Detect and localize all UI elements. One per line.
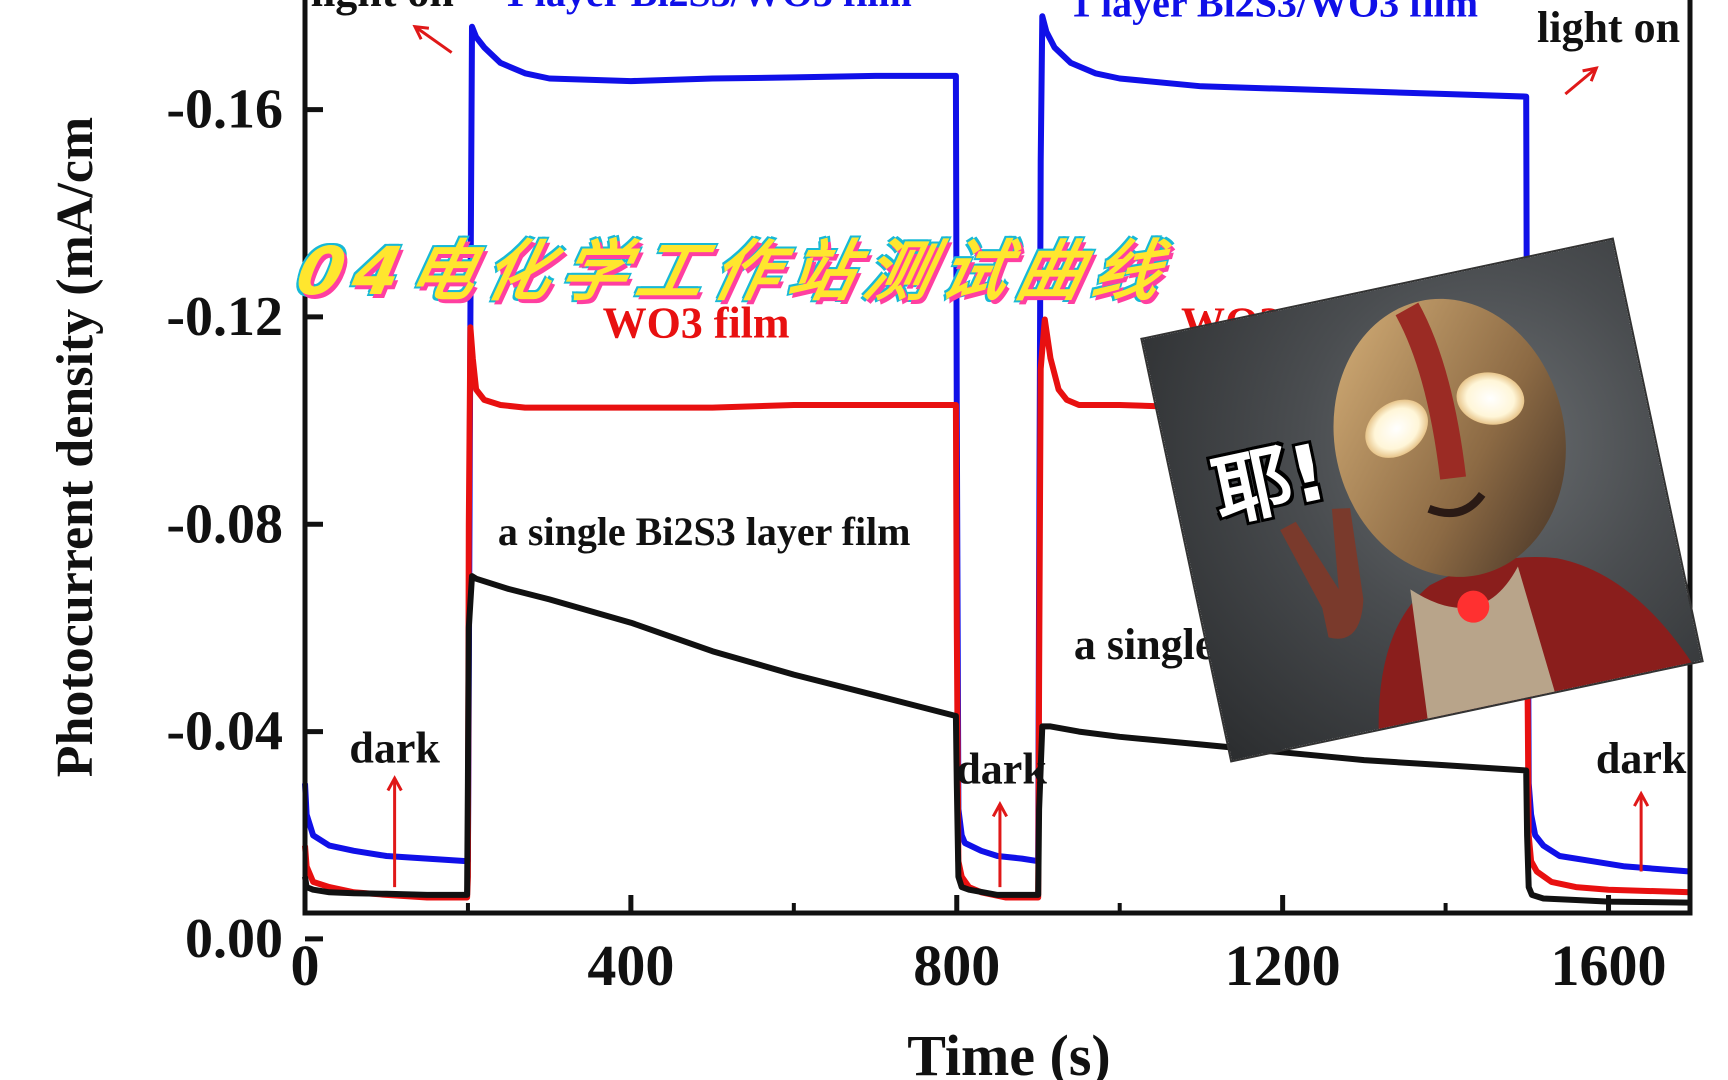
ultraman-icon	[1280, 298, 1692, 730]
annotations: light on light on 1 layer Bi2S3/WO3 film 1 …	[311, 0, 1687, 888]
x-tick-label: 0	[291, 933, 320, 998]
video-overlay-title: 04电化学工作站测试曲线	[290, 233, 1179, 310]
y-tick-label: -0.04	[166, 701, 283, 763]
axis-frame	[302, 0, 1693, 916]
x-tick-label: 800	[913, 933, 1000, 998]
chart-annotation: dark	[349, 724, 440, 773]
chart-annotation: 1 layer Bi2S3/WO3 film	[1071, 0, 1478, 25]
annotation-arrow	[1564, 66, 1599, 96]
ultraman-sticker: 耶!	[1142, 239, 1702, 761]
annotation-arrow	[1633, 790, 1650, 872]
chart-annotation: dark	[956, 744, 1047, 793]
series-line-3	[302, 573, 1691, 906]
y-tick-label: -0.16	[166, 79, 283, 141]
x-tick-label: 400	[587, 933, 674, 998]
x-tick-label: 1200	[1225, 933, 1341, 998]
axes	[302, 0, 1693, 942]
y-axis-label: Photocurrent density (mA/cm	[47, 117, 104, 778]
annotation-arrow	[991, 801, 1008, 888]
y-tick-label: -0.08	[166, 493, 283, 555]
annotation-arrow	[386, 775, 403, 888]
y-tick-label: 0.00	[185, 908, 283, 970]
x-tick-label: 1600	[1551, 933, 1667, 998]
sticker-text: 耶!	[1205, 427, 1335, 540]
x-axis-label: Time (s)	[907, 1023, 1111, 1080]
annotation-arrow	[412, 24, 453, 54]
chart-annotation: 1 layer Bi2S3/WO3 film	[505, 0, 912, 15]
chart-annotation: light on	[1537, 3, 1680, 52]
chart-annotation: light on	[311, 0, 454, 16]
chart-annotation: a single Bi2S3 layer film	[498, 509, 911, 554]
chart-annotation: dark	[1596, 734, 1687, 783]
chart-annotation: a single	[1074, 620, 1215, 669]
y-tick-label: -0.12	[166, 286, 283, 348]
chart-annotation: WO3 film	[603, 299, 790, 348]
tick-labels: 0 400 800 1200 1600 0.00 -0.04 -0.08 -0.12 -0.16	[166, 79, 1666, 998]
